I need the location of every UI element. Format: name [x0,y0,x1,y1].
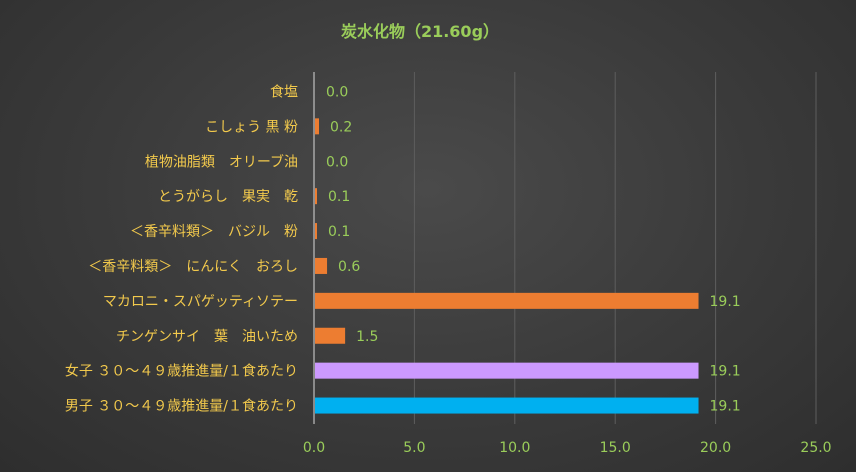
data-label: 0.0 [326,84,348,100]
bar [315,188,318,205]
x-tick-label: 20.0 [700,440,731,456]
category-label: とうがらし 果実 乾 [158,189,298,205]
category-label: チンゲンサイ 葉 油いため [116,329,298,345]
data-label: 0.1 [328,224,350,240]
category-label: ＜香辛料類＞ にんにく おろし [88,259,298,275]
category-label: こしょう 黒 粉 [205,119,298,135]
data-label: 0.2 [330,119,352,135]
data-label: 1.5 [356,329,378,345]
bar-layer [315,118,699,414]
data-label: 19.1 [710,364,741,380]
bar [315,257,328,274]
data-label: 19.1 [710,294,741,310]
category-label: 食塩 [270,83,298,100]
label-layer: 0.0 5.0 10.0 15.0 20.0 25.0 食塩 0.0 こしょう 黒 粉 0.2 植物… [65,83,832,456]
chart-title: 炭水化物（21.60g） [341,22,499,41]
bar [315,397,699,414]
bar [315,362,699,379]
category-label: 植物油脂類 オリーブ油 [145,153,298,170]
data-label: 19.1 [710,399,741,415]
x-tick-label: 10.0 [499,440,530,456]
data-label: 0.0 [326,154,348,170]
bar [315,327,346,344]
category-label: マカロニ・スパゲッティソテー [103,294,298,310]
category-label: ＜香辛料類＞ バジル 粉 [130,224,298,240]
bar [315,118,320,135]
x-tick-label: 5.0 [403,440,425,456]
x-tick-label: 0.0 [303,440,325,456]
x-tick-label: 15.0 [600,440,631,456]
data-label: 0.1 [328,189,350,205]
category-label: 男子 ３０～４９歳推進量/１食あたり [65,398,298,415]
bar [315,292,699,309]
data-label: 0.6 [338,259,360,275]
bar [315,223,318,240]
x-tick-label: 25.0 [800,440,831,456]
category-label: 女子 ３０～４９歳推進量/１食あたり [65,363,298,380]
